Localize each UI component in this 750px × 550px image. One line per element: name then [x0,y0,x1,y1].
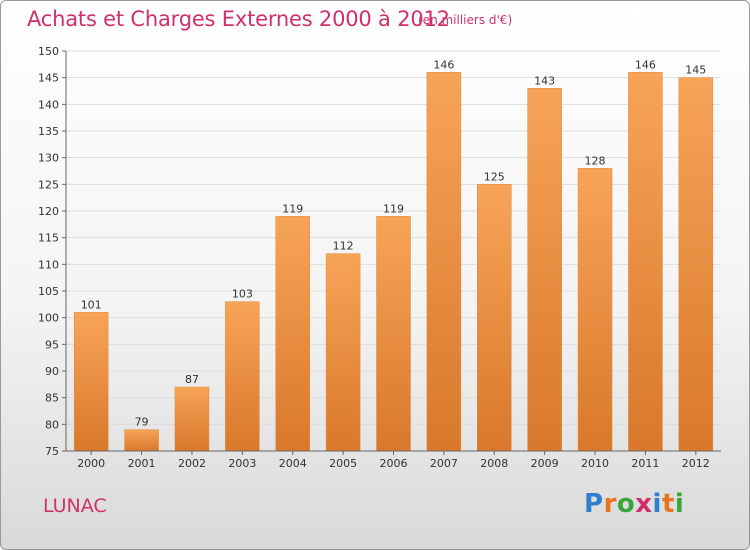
logo-letter: t [661,489,675,519]
bars [73,72,714,452]
commune-name: LUNAC [43,495,107,517]
y-tick-label: 125 [38,178,59,191]
data-label: 119 [282,202,303,215]
y-tick-label: 110 [38,258,59,271]
y-tick-label: 85 [45,392,59,405]
bar-2010 [577,168,613,452]
logo-letter: o [616,489,636,519]
x-tick-label: 2009 [531,457,559,470]
y-tick-label: 140 [38,98,59,111]
data-label: 146 [433,58,454,71]
logo-letter: i [652,489,662,519]
data-label: 79 [135,416,149,429]
logo-letter: P [584,489,604,519]
y-tick-label: 130 [38,152,59,165]
x-tick-label: 2003 [228,457,256,470]
data-label: 125 [484,170,505,183]
x-tick-label: 2011 [631,457,659,470]
chart-title: Achats et Charges Externes 2000 à 2012 [27,7,450,31]
x-tick-label: 2012 [682,457,710,470]
y-tick-label: 90 [45,365,59,378]
x-tick-label: 2001 [128,457,156,470]
y-tick-label: 100 [38,312,59,325]
y-tick-label: 115 [38,232,59,245]
x-tick-label: 2002 [178,457,206,470]
bar-2003 [225,301,260,452]
bar-2005 [325,253,361,452]
chart-unit: (en milliers d'€) [418,13,513,27]
data-label: 101 [81,298,102,311]
logo-letter: r [603,489,617,519]
data-label: 128 [585,154,606,167]
bar-2008 [477,184,512,452]
bar-2009 [527,88,562,452]
bar-2002 [174,386,210,452]
x-tick-label: 2004 [279,457,307,470]
labels: 101 79 87 103 119 112 119 146 125 143 128 146 145 [81,58,707,428]
proxiti-logo: Proxiti [584,489,684,519]
bar-2001 [124,429,159,452]
y-tick-label: 150 [38,45,59,58]
data-label: 103 [232,288,253,301]
y-tick-label: 120 [38,205,59,218]
x-tick-label: 2007 [430,457,458,470]
axes: 75 80 85 90 95 100 105 110 115 120 125 130 135 140 145… [38,45,721,470]
bar-2007 [426,72,462,452]
y-tick-label: 95 [45,338,59,351]
data-label: 112 [333,240,354,253]
data-label: 145 [685,64,706,77]
bar-2012 [678,77,714,452]
y-tick-label: 105 [38,285,59,298]
logo-letter: i [674,489,685,519]
x-tick-label: 2006 [380,457,408,470]
x-tick-label: 2008 [480,457,508,470]
y-tick-label: 145 [38,72,59,85]
data-label: 87 [185,373,199,386]
data-label: 143 [534,74,555,87]
x-tick-label: 2005 [329,457,357,470]
bar-2004 [275,216,310,452]
x-tick-label: 2000 [77,457,105,470]
bar-2000 [73,312,109,452]
data-label: 119 [383,202,404,215]
y-tick-label: 135 [38,125,59,138]
bar-2011 [628,72,663,452]
y-tick-label: 75 [45,445,59,458]
bar-2006 [376,216,411,452]
data-label: 146 [635,58,656,71]
y-tick-label: 80 [45,418,59,431]
x-tick-label: 2010 [581,457,609,470]
logo-letter: x [635,489,653,519]
